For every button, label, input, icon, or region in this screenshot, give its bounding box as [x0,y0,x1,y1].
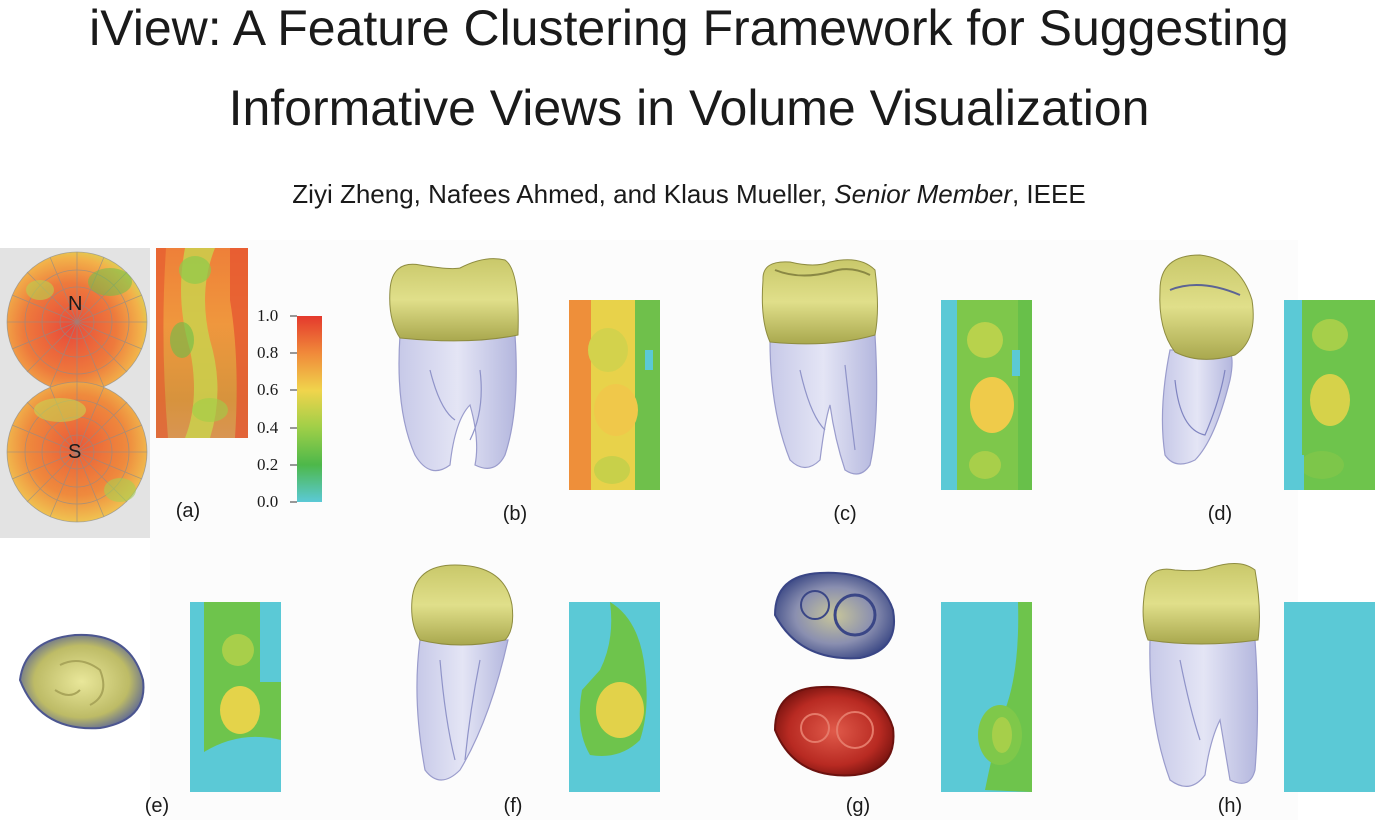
subfigure-label-h: (h) [1217,795,1243,817]
feature-map-f [569,602,660,792]
figure-background [150,240,1298,820]
colorbar [290,315,322,503]
colorbar-tick: 1.0 [257,306,279,325]
subfigure-label-e: (e) [144,795,170,817]
author-line: Ziyi Zheng, Nafees Ahmed, and Klaus Muel… [0,178,1378,210]
author-society: , IEEE [1011,179,1086,209]
teaser-figure: N S 1.0 0.8 0.6 0.4 0.2 0.0 (a) (b) (c) … [0,240,1378,820]
subfigure-label-g: (g) [845,795,871,817]
colorbar-tick: 0.4 [257,418,279,437]
figure-graphics [6,248,1375,792]
south-hemisphere-map [6,381,148,523]
author-membership: Senior Member [834,179,1012,209]
tooth-view-d [1159,254,1254,465]
author-names: Ziyi Zheng, Nafees Ahmed, and Klaus Muel… [292,179,835,209]
tooth-view-b [389,258,519,472]
tooth-view-f [411,564,514,781]
north-hemisphere-map [6,251,148,393]
tooth-view-h [1142,563,1260,787]
tooth-view-e [18,633,145,730]
colorbar-tick: 0.6 [257,380,279,399]
colorbar-tick: 0.2 [257,455,279,474]
feature-map-d [1284,300,1375,490]
south-pole-label: S [68,441,82,463]
tooth-view-c [761,259,878,475]
feature-map-h [1284,602,1375,792]
subfigure-label-a: (a) [175,500,201,522]
subfigure-label-d: (d) [1207,503,1233,525]
subfigure-label-b: (b) [502,503,528,525]
paper-title-line-2: Informative Views in Volume Visualizatio… [228,80,1150,136]
feature-map-e [190,602,281,792]
feature-map-c [941,300,1032,490]
tooth-view-g-top [773,571,895,660]
paper-title-line-1: iView: A Feature Clustering Framework fo… [89,0,1289,56]
feature-map-b [569,300,660,490]
colorbar-tick: 0.0 [257,492,279,511]
feature-map-g [941,602,1032,792]
subfigure-label-f: (f) [503,795,523,817]
subfigure-label-c: (c) [833,503,857,525]
tooth-view-g-bottom [773,685,895,777]
north-pole-label: N [68,293,83,315]
colorbar-tick: 0.8 [257,343,279,362]
panel-a-feature-map [156,248,248,438]
